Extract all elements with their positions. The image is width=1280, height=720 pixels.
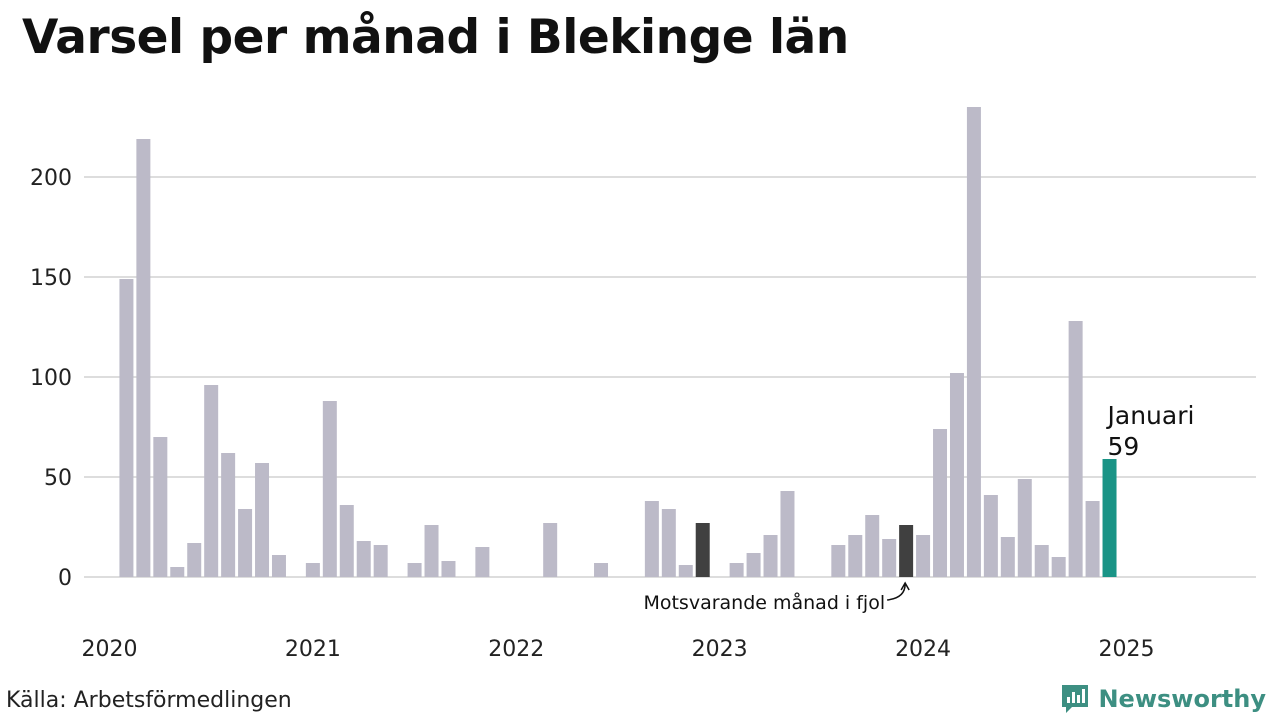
bar (170, 567, 185, 577)
y-axis-labels: 0 50 100 150 200 (30, 166, 72, 591)
bar (221, 453, 236, 577)
bar (644, 501, 659, 577)
comparison-arrow (887, 581, 910, 601)
bar (661, 509, 676, 577)
newsworthy-logo-icon (1062, 685, 1089, 713)
chart-title: Varsel per månad i Blekinge län (22, 10, 849, 65)
bar (204, 385, 219, 577)
bar (848, 535, 863, 577)
highlight-month-label: Januari (1106, 401, 1195, 430)
bar (424, 525, 439, 577)
bar (763, 535, 778, 577)
bar (136, 139, 151, 577)
x-tick-label: 2020 (81, 637, 137, 662)
bar (475, 547, 490, 577)
bars (119, 107, 1117, 577)
bar (187, 543, 202, 577)
y-tick-label: 0 (58, 566, 72, 591)
x-tick-label: 2023 (692, 637, 748, 662)
x-tick-label: 2021 (285, 637, 341, 662)
x-tick-label: 2025 (1098, 637, 1154, 662)
bar (322, 401, 337, 577)
bar (865, 515, 880, 577)
brand-name: Newsworthy (1098, 685, 1266, 713)
x-tick-label: 2024 (895, 637, 951, 662)
y-tick-label: 200 (30, 166, 72, 191)
highlight-value-label: 59 (1108, 432, 1140, 461)
source-note: Källa: Arbetsförmedlingen (6, 688, 292, 713)
bar (1068, 321, 1083, 577)
bar (153, 437, 168, 577)
y-tick-label: 50 (44, 466, 72, 491)
bar (949, 373, 964, 577)
bar (1017, 479, 1032, 577)
bar (238, 509, 253, 577)
bar (831, 545, 846, 577)
bar (916, 535, 931, 577)
bar (966, 107, 981, 577)
bar-chart: 0 50 100 150 200 2020 2021 2022 2023 2024 2025 Ja… (30, 107, 1256, 662)
bar (983, 495, 998, 577)
bar (933, 429, 948, 577)
bar (1085, 501, 1100, 577)
bar (339, 505, 354, 577)
y-tick-label: 150 (30, 266, 72, 291)
bar (1051, 557, 1066, 577)
bar (305, 563, 320, 577)
bar (119, 279, 134, 577)
bar (373, 545, 388, 577)
bar (543, 523, 558, 577)
bar (746, 553, 761, 577)
y-tick-label: 100 (30, 366, 72, 391)
bar (882, 539, 897, 577)
annotations: Januari 59 Motsvarande månad i fjol (643, 401, 1194, 614)
bar (407, 563, 422, 577)
x-tick-label: 2022 (488, 637, 544, 662)
bar (594, 563, 609, 577)
bar (729, 563, 744, 577)
bar (1034, 545, 1049, 577)
x-axis-labels: 2020 2021 2022 2023 2024 2025 (81, 637, 1154, 662)
bar (441, 561, 456, 577)
bar (356, 541, 371, 577)
bar (255, 463, 270, 577)
bar (678, 565, 693, 577)
comparison-label: Motsvarande månad i fjol (643, 591, 885, 614)
bar (1102, 459, 1117, 577)
bar (271, 555, 286, 577)
bar (899, 525, 914, 577)
brand-logo: Newsworthy (1060, 683, 1266, 715)
bar (1000, 537, 1015, 577)
bar (695, 523, 710, 577)
bar (780, 491, 795, 577)
